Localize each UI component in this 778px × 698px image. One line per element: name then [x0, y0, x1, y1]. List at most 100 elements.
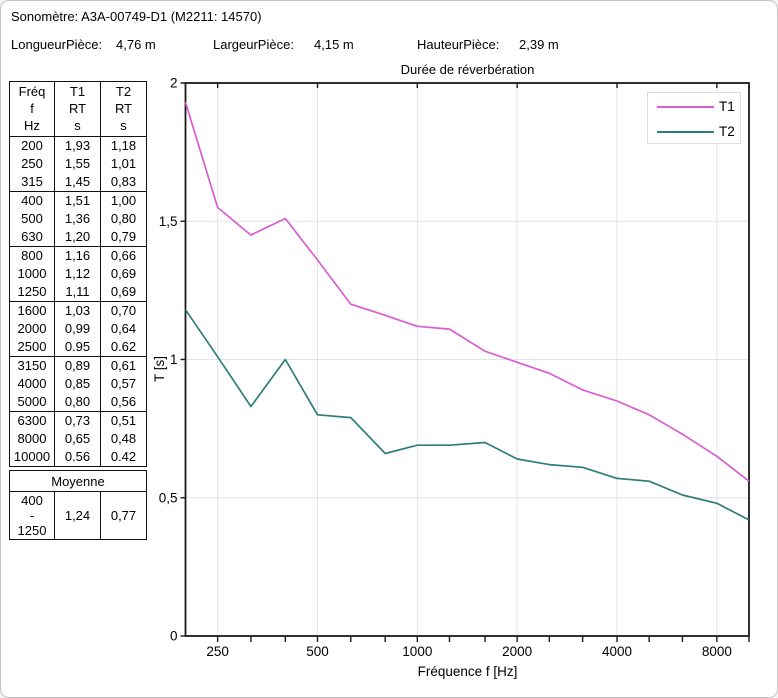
t1-line-swatch — [657, 106, 714, 108]
legend-label-t1: T1 — [719, 99, 735, 114]
t2-cell: 1,00 — [100, 191, 147, 210]
t2-cell: 0,64 — [100, 320, 147, 338]
freq-cell: 500 — [21, 211, 43, 226]
series-line-t1 — [184, 102, 750, 482]
table-row: 5000 0,80 0,56 — [9, 393, 147, 412]
y-tick-label: 1,5 — [159, 214, 178, 229]
moyenne-table: Moyenne 400 - 1250 1,24 0,77 — [9, 470, 147, 540]
table-row: 2500 0.95 0.62 — [9, 338, 147, 357]
t2-cell: 0,56 — [100, 393, 147, 412]
y-axis-title: T [s] — [152, 355, 167, 382]
freq-cell: 800 — [21, 248, 43, 263]
t1-cell: 0,99 — [54, 320, 101, 338]
freq-cell: 2000 — [17, 321, 47, 336]
table-row: 2000 0,99 0,64 — [10, 320, 147, 338]
t1-cell: 0,80 — [54, 393, 101, 412]
table-row: 200 1,93 1,18 — [10, 136, 147, 155]
t2-cell: 0,79 — [100, 228, 147, 247]
moyenne-range-dash: - — [29, 508, 35, 523]
column-header-t2: T2 RT s — [100, 81, 147, 137]
t1-cell: 1,11 — [54, 283, 101, 302]
freq-cell: 1600 — [17, 303, 47, 318]
t2-cell: 0,51 — [100, 411, 147, 430]
freq-cell: 315 — [9, 173, 55, 192]
t1-cell: 0,73 — [54, 411, 101, 430]
chart-legend: T1 T2 — [647, 92, 741, 144]
table-row: 315 1,45 0,83 — [9, 173, 147, 192]
t1-cell: 1,16 — [54, 246, 101, 265]
room-width-label: LargeurPièce: — [213, 37, 294, 52]
t1-cell: 0.56 — [54, 448, 101, 467]
x-tick-label: 4000 — [602, 644, 632, 659]
y-tick-label: 1 — [170, 352, 178, 367]
freq-cell: 400 — [21, 193, 43, 208]
room-height-label: HauteurPièce: — [417, 37, 500, 52]
freq-cell: 5000 — [9, 393, 55, 412]
t2-cell: 0,66 — [100, 246, 147, 265]
freq-cell: 3150 — [17, 358, 47, 373]
freq-cell: 10000 — [13, 449, 51, 464]
freq-cell: 8000 — [17, 431, 47, 446]
t1-cell: 0,89 — [54, 356, 101, 375]
t1-cell: 1,20 — [54, 228, 101, 247]
x-tick-label: 2000 — [502, 644, 532, 659]
t1-cell: 1,03 — [54, 301, 101, 320]
y-tick-label: 0,5 — [159, 490, 178, 505]
t1-cell: 0,85 — [54, 375, 101, 393]
x-axis-title: Fréquence f [Hz] — [417, 664, 518, 679]
t2-cell: 0,70 — [100, 301, 147, 320]
room-length-label: LongueurPièce: — [11, 37, 103, 52]
x-tick-label: 8000 — [702, 644, 732, 659]
y-tick-label: 0 — [170, 629, 178, 644]
table-row: 4000 0,85 0,57 — [10, 375, 147, 393]
x-tick-label: 250 — [206, 644, 229, 659]
table-row: 500 1,36 0,80 — [10, 210, 147, 228]
freq-cell: 630 — [9, 228, 55, 247]
moyenne-title: Moyenne — [9, 470, 147, 492]
table-row: 10000 0.56 0.42 — [10, 448, 147, 467]
t1-cell: 1,55 — [54, 155, 101, 173]
table-row: 8000 0,65 0,48 — [10, 430, 147, 448]
freq-cell: 200 — [21, 138, 43, 153]
freq-cell: 1250 — [9, 283, 55, 302]
series-line-t2 — [184, 309, 750, 521]
moyenne-range-from: 400 — [21, 493, 43, 508]
t2-cell: 0,48 — [100, 430, 147, 448]
t1-cell: 1,45 — [54, 173, 101, 192]
t2-cell: 0,69 — [100, 283, 147, 302]
legend-entry-t2: T2 — [648, 121, 740, 143]
t2-cell: 0,83 — [100, 173, 147, 192]
freq-cell: 6300 — [17, 413, 47, 428]
moyenne-row: 400 - 1250 1,24 0,77 — [10, 491, 147, 540]
t1-cell: 1,51 — [54, 191, 101, 210]
freq-cell: 4000 — [17, 376, 47, 391]
legend-entry-t1: T1 — [648, 96, 740, 118]
table-row: 630 1,20 0,79 — [9, 228, 147, 247]
column-header-freq: Fréq f Hz — [9, 81, 55, 137]
x-tick-label: 500 — [306, 644, 329, 659]
device-label: Sonomètre: — [11, 9, 79, 24]
table-row: 6300 0,73 0,51 — [10, 411, 147, 430]
moyenne-t1-cell: 1,24 — [54, 491, 101, 540]
t2-cell: 0,69 — [100, 265, 147, 283]
t2-cell: 0,57 — [100, 375, 147, 393]
t2-cell: 1,01 — [100, 155, 147, 173]
room-height-value: 2,39 m — [519, 37, 559, 52]
t2-cell: 0.62 — [100, 338, 147, 357]
table-row: 1250 1,11 0,69 — [9, 283, 147, 302]
room-length-value: 4,76 m — [116, 37, 156, 52]
device-line: Sonomètre: A3A-00749-D1 (M2211: 14570) — [11, 9, 262, 24]
table-row: 1000 1,12 0,69 — [10, 265, 147, 283]
x-tick-label: 1000 — [402, 644, 432, 659]
table-row: 1600 1,03 0,70 — [10, 301, 147, 320]
t2-cell: 1,18 — [100, 136, 147, 155]
freq-cell: 250 — [21, 156, 43, 171]
rt-table: Fréq f Hz T1 RT s T2 RT s 200 1,93 1,18 250 1,55 1,01… — [9, 81, 147, 467]
column-header-t1: T1 RT s — [54, 81, 101, 137]
room-width-value: 4,15 m — [314, 37, 354, 52]
y-tick-label: 2 — [170, 76, 178, 91]
freq-cell: 2500 — [9, 338, 55, 357]
t2-cell: 0,61 — [100, 356, 147, 375]
